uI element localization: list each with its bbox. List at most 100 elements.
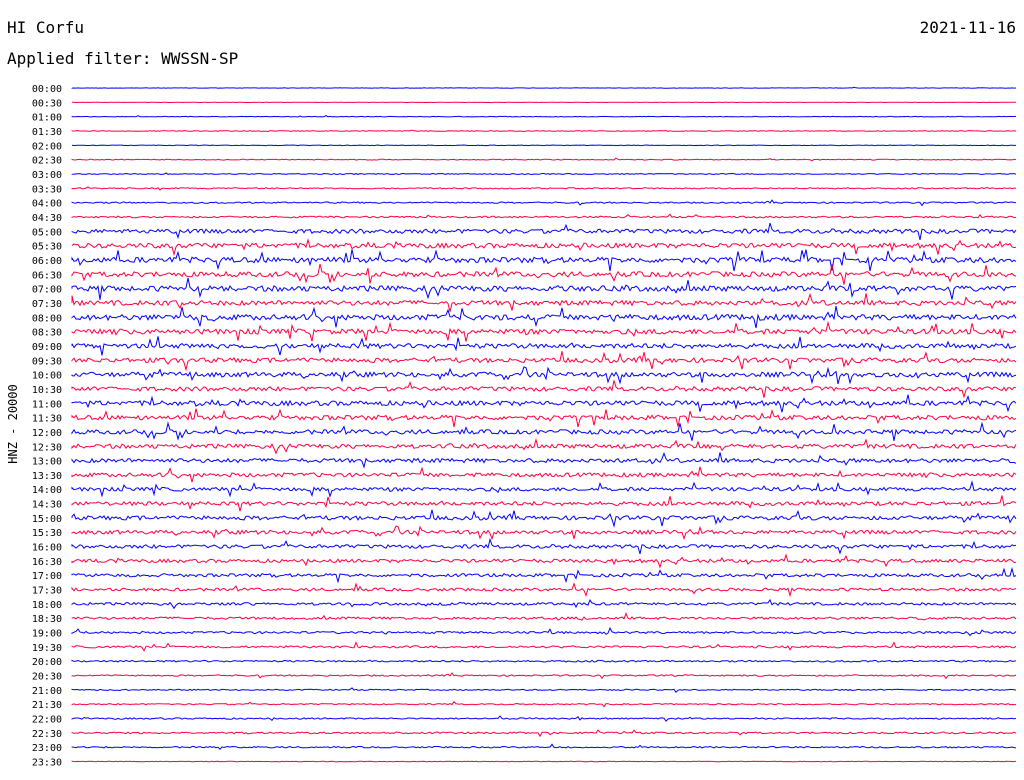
time-label: 03:30 <box>32 184 62 195</box>
time-label: 21:30 <box>32 700 62 711</box>
time-label: 15:00 <box>32 514 62 525</box>
trace-line <box>71 687 1017 693</box>
time-label: 06:30 <box>32 270 62 281</box>
trace-line <box>71 320 1017 342</box>
trace-line <box>71 186 1017 191</box>
trace-line <box>71 380 1017 399</box>
trace-line <box>71 305 1017 329</box>
trace-line <box>71 659 1017 663</box>
time-label: 05:30 <box>32 242 62 253</box>
record-date: 2021-11-16 <box>919 18 1016 37</box>
time-label: 11:30 <box>32 414 62 425</box>
trace-line <box>71 672 1017 680</box>
trace-line <box>71 86 1017 89</box>
trace-line <box>71 598 1017 610</box>
trace-line <box>71 199 1017 207</box>
time-label: 13:00 <box>32 457 62 468</box>
time-label: 00:30 <box>32 98 62 109</box>
trace-line <box>71 566 1017 584</box>
time-label: 17:00 <box>32 571 62 582</box>
time-label: 02:30 <box>32 156 62 167</box>
time-label: 10:00 <box>32 371 62 382</box>
trace-line <box>71 144 1016 147</box>
trace-line <box>71 263 1017 285</box>
time-label: 09:30 <box>32 356 62 367</box>
time-label: 17:30 <box>32 586 62 597</box>
trace-line <box>71 222 1017 241</box>
filter-info: Applied filter: WWSSN-SP <box>7 49 238 69</box>
time-label: 19:00 <box>32 629 62 640</box>
trace-line <box>71 172 1017 176</box>
time-label: 14:30 <box>32 500 62 511</box>
time-label: 22:00 <box>32 715 62 726</box>
time-label: 13:30 <box>32 471 62 482</box>
time-label: 23:30 <box>32 758 62 769</box>
time-label: 07:00 <box>32 285 62 296</box>
time-label: 21:00 <box>32 686 62 697</box>
trace-line <box>71 715 1017 722</box>
station-name: HI Corfu <box>7 18 85 37</box>
trace-line <box>71 701 1016 708</box>
filter-value: WWSSN-SP <box>161 49 239 68</box>
time-label: 16:30 <box>32 557 62 568</box>
trace-line <box>71 553 1016 569</box>
time-label: 15:30 <box>32 528 62 539</box>
trace-line <box>71 213 1017 219</box>
time-label: 00:00 <box>32 84 62 95</box>
trace-line <box>71 336 1017 356</box>
trace-line <box>71 394 1017 413</box>
trace-line <box>71 611 1017 621</box>
trace-line <box>71 277 1017 300</box>
trace-line <box>71 421 1017 441</box>
trace-line <box>71 237 1017 257</box>
time-label: 18:30 <box>32 614 62 625</box>
time-label: 02:00 <box>32 141 62 152</box>
trace-line <box>71 582 1017 598</box>
trace-line <box>71 249 1017 272</box>
time-label: 05:00 <box>32 227 62 238</box>
time-label: 20:30 <box>32 672 62 683</box>
trace-line <box>71 729 1017 738</box>
time-label: 19:30 <box>32 643 62 654</box>
trace-line <box>71 537 1017 555</box>
time-label: 11:00 <box>32 399 62 410</box>
time-label: 16:00 <box>32 543 62 554</box>
time-label: 08:30 <box>32 328 62 339</box>
time-label: 06:00 <box>32 256 62 267</box>
time-label: 01:00 <box>32 113 62 124</box>
trace-line <box>71 760 1017 763</box>
trace-line <box>71 351 1017 372</box>
time-label: 04:30 <box>32 213 62 224</box>
time-label: 07:30 <box>32 299 62 310</box>
time-label: 22:30 <box>32 729 62 740</box>
trace-line <box>71 525 1017 541</box>
trace-line <box>71 743 1017 751</box>
trace-line <box>71 115 1017 118</box>
trace-line <box>71 509 1017 528</box>
time-label: 14:00 <box>32 485 62 496</box>
trace-line <box>71 437 1017 455</box>
trace-line <box>71 292 1017 312</box>
trace-line <box>71 451 1017 469</box>
time-label: 12:00 <box>32 428 62 439</box>
time-label: 10:30 <box>32 385 62 396</box>
time-label: 20:00 <box>32 657 62 668</box>
trace-line <box>71 480 1017 498</box>
time-label: 08:00 <box>32 313 62 324</box>
trace-line <box>71 129 1017 133</box>
trace-line <box>71 495 1017 512</box>
trace-line <box>71 101 1016 104</box>
time-label: 03:00 <box>32 170 62 181</box>
trace-line <box>71 366 1017 385</box>
time-label: 01:30 <box>32 127 62 138</box>
trace-line <box>71 466 1017 483</box>
time-label: 23:00 <box>32 743 62 754</box>
time-label: 04:00 <box>32 199 62 210</box>
trace-line <box>71 157 1016 162</box>
trace-line <box>71 408 1017 428</box>
trace-line <box>71 626 1017 637</box>
time-label: 12:30 <box>32 442 62 453</box>
trace-line <box>71 641 1017 652</box>
filter-label: Applied filter: <box>7 49 152 68</box>
